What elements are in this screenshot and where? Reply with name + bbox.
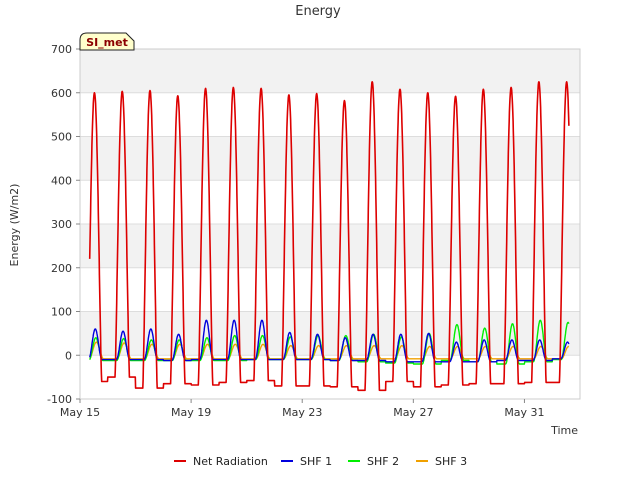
background-band (80, 267, 580, 312)
x-axis-ticks: May 15 May 19 May 23 May 27 May 31 (60, 399, 545, 419)
legend: Net Radiation SHF 1 SHF 2 SHF 3 (174, 455, 467, 468)
background-band (80, 224, 580, 268)
legend-label-net-radiation: Net Radiation (193, 455, 268, 468)
y-tick-label: 600 (51, 87, 72, 100)
y-tick-label: 500 (51, 131, 72, 144)
chart-title: Energy (295, 4, 341, 19)
legend-label-shf-1: SHF 1 (300, 455, 332, 468)
background-band (80, 311, 580, 356)
x-tick-label: May 23 (282, 406, 322, 419)
y-tick-label: 700 (51, 43, 72, 56)
y-axis-title: Energy (W/m2) (8, 184, 21, 267)
x-tick-label: May 19 (171, 406, 211, 419)
y-tick-label: 400 (51, 174, 72, 187)
site-badge-label: SI_met (86, 36, 128, 49)
x-axis-title: Time (550, 424, 578, 437)
background-band (80, 92, 580, 137)
y-tick-label: 200 (51, 262, 72, 275)
y-tick-label: 300 (51, 218, 72, 231)
legend-label-shf-2: SHF 2 (367, 455, 399, 468)
legend-label-shf-3: SHF 3 (435, 455, 467, 468)
y-tick-label: -100 (47, 393, 72, 406)
y-axis-ticks: -100 0 100 200 300 400 500 600 700 (47, 43, 80, 406)
y-tick-label: 100 (51, 306, 72, 319)
y-tick-label: 0 (65, 349, 72, 362)
background-band (80, 49, 580, 93)
series-layer (88, 81, 570, 392)
x-tick-label: May 15 (60, 406, 100, 419)
background-band (80, 180, 580, 224)
background-band (80, 136, 580, 181)
site-badge: SI_met (79, 32, 135, 51)
series-net-radiation-line (88, 81, 570, 392)
x-tick-label: May 31 (504, 406, 544, 419)
x-tick-label: May 27 (393, 406, 433, 419)
background-bands (80, 49, 580, 399)
